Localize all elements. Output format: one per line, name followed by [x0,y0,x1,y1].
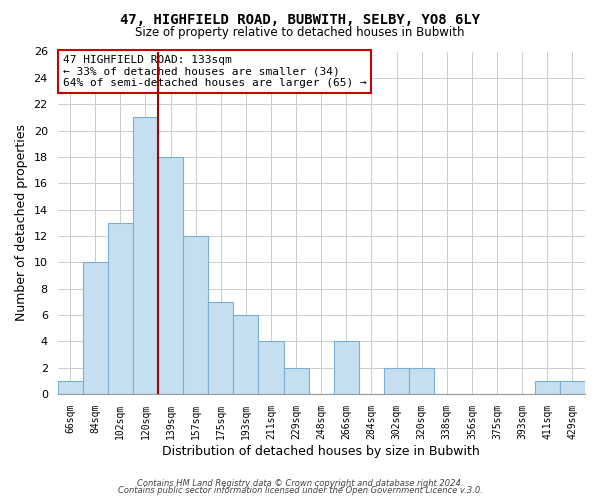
Bar [183,236,208,394]
Bar [133,118,158,394]
Bar [284,368,309,394]
Text: Contains HM Land Registry data © Crown copyright and database right 2024.: Contains HM Land Registry data © Crown c… [137,478,463,488]
Text: 47 HIGHFIELD ROAD: 133sqm
← 33% of detached houses are smaller (34)
64% of semi-: 47 HIGHFIELD ROAD: 133sqm ← 33% of detac… [63,55,367,88]
Bar [384,368,409,394]
Bar [535,381,560,394]
Bar [560,381,585,394]
Bar [83,262,108,394]
Bar [108,222,133,394]
Bar [409,368,434,394]
Bar [259,342,284,394]
Bar [158,157,183,394]
Bar [58,381,83,394]
Y-axis label: Number of detached properties: Number of detached properties [15,124,28,321]
Text: Size of property relative to detached houses in Bubwith: Size of property relative to detached ho… [135,26,465,39]
X-axis label: Distribution of detached houses by size in Bubwith: Distribution of detached houses by size … [163,444,480,458]
Bar [208,302,233,394]
Text: 47, HIGHFIELD ROAD, BUBWITH, SELBY, YO8 6LY: 47, HIGHFIELD ROAD, BUBWITH, SELBY, YO8 … [120,12,480,26]
Text: Contains public sector information licensed under the Open Government Licence v.: Contains public sector information licen… [118,486,482,495]
Bar [334,342,359,394]
Bar [233,315,259,394]
